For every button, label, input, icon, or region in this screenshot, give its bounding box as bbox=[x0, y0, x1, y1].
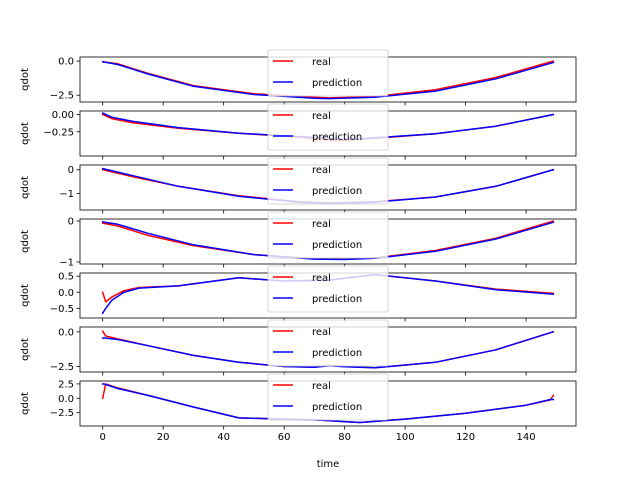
legend-label-prediction: prediction bbox=[312, 78, 362, 89]
subplot-5: 0.5 0.0 −0.5 qdot real prediction bbox=[20, 265, 577, 322]
legend-box bbox=[267, 103, 389, 151]
x-tick-label: 60 bbox=[278, 432, 291, 443]
y-tick-label: −0.5 bbox=[50, 304, 74, 315]
legend: real prediction bbox=[267, 103, 389, 151]
y-tick-label: 0.5 bbox=[58, 272, 74, 283]
subplot-6: 0.0 −2.5 qdot real prediction bbox=[20, 319, 577, 376]
legend-label-prediction: prediction bbox=[312, 348, 362, 359]
y-axis-label: qdot bbox=[20, 284, 31, 307]
x-tick-label: 80 bbox=[338, 432, 351, 443]
x-tick-label: 140 bbox=[517, 432, 536, 443]
legend: real prediction bbox=[267, 211, 389, 259]
x-tick-label: 120 bbox=[456, 432, 475, 443]
legend-label-real: real bbox=[312, 381, 331, 392]
y-tick-label: 0.00 bbox=[52, 110, 74, 121]
legend-label-real: real bbox=[312, 273, 331, 284]
x-tick-label: 40 bbox=[217, 432, 230, 443]
legend-label-prediction: prediction bbox=[312, 132, 362, 143]
x-axis-label: time bbox=[317, 459, 340, 470]
x-tick-label: 100 bbox=[396, 432, 415, 443]
subplot-3: 0 −1 qdot real prediction bbox=[20, 157, 577, 214]
subplot-1: 0.0 −2.5 qdot real prediction bbox=[20, 49, 577, 106]
y-axis-label: qdot bbox=[20, 392, 31, 415]
y-tick-label: −2.5 bbox=[50, 91, 74, 102]
y-axis-label: qdot bbox=[20, 68, 31, 91]
y-axis-label: qdot bbox=[20, 230, 31, 253]
series-line-prediction bbox=[101, 60, 555, 100]
legend-box bbox=[267, 319, 389, 367]
y-tick-label: 0.0 bbox=[58, 394, 74, 405]
subplots: 0.0−2.5qdotrealprediction0.00−0.25qdotre… bbox=[20, 49, 577, 443]
legend-label-real: real bbox=[312, 165, 331, 176]
legend: real prediction bbox=[267, 319, 389, 367]
y-tick-label: −2.5 bbox=[50, 362, 74, 373]
x-tick-label: 20 bbox=[157, 432, 170, 443]
subplot-2: 0.00 −0.25 qdot real prediction bbox=[20, 103, 577, 160]
y-tick-label: −0.25 bbox=[43, 127, 74, 138]
legend-box bbox=[267, 157, 389, 205]
legend-label-real: real bbox=[312, 57, 331, 68]
y-tick-label: −2.5 bbox=[50, 408, 74, 419]
y-tick-label: 0 bbox=[68, 217, 74, 228]
y-axis-label: qdot bbox=[20, 176, 31, 199]
x-tick-label: 0 bbox=[99, 432, 105, 443]
y-tick-label: 0 bbox=[68, 165, 74, 176]
subplot-7: 2.5 0.0 −2.5 0 20 40 60 80 100 120 140 qdot real pred… bbox=[20, 373, 577, 443]
legend-label-prediction: prediction bbox=[312, 402, 362, 413]
legend-box bbox=[267, 211, 389, 259]
series-line-prediction bbox=[101, 273, 555, 315]
legend-box bbox=[267, 373, 389, 421]
y-tick-label: 2.5 bbox=[58, 379, 74, 390]
y-tick-label: −1 bbox=[59, 189, 74, 200]
y-tick-label: 0.0 bbox=[58, 57, 74, 68]
legend: real prediction bbox=[267, 373, 389, 421]
y-axis-label: qdot bbox=[20, 338, 31, 361]
legend-label-real: real bbox=[312, 327, 331, 338]
legend-label-real: real bbox=[312, 219, 331, 230]
y-tick-label: 0.0 bbox=[58, 288, 74, 299]
legend-label-prediction: prediction bbox=[312, 186, 362, 197]
legend-label-prediction: prediction bbox=[312, 240, 362, 251]
legend-box bbox=[267, 265, 389, 313]
legend-label-real: real bbox=[312, 111, 331, 122]
legend: real prediction bbox=[267, 49, 389, 97]
series-line-prediction bbox=[101, 330, 555, 369]
legend: real prediction bbox=[267, 157, 389, 205]
legend: real prediction bbox=[267, 265, 389, 313]
subplot-4: 0 −1 qdot real prediction bbox=[20, 211, 577, 268]
series-line-prediction bbox=[101, 221, 555, 261]
y-tick-label: −1 bbox=[59, 257, 74, 268]
legend-label-prediction: prediction bbox=[312, 294, 362, 305]
y-axis-label: qdot bbox=[20, 122, 31, 145]
y-tick-label: 0.0 bbox=[58, 327, 74, 338]
legend-box bbox=[267, 49, 389, 97]
